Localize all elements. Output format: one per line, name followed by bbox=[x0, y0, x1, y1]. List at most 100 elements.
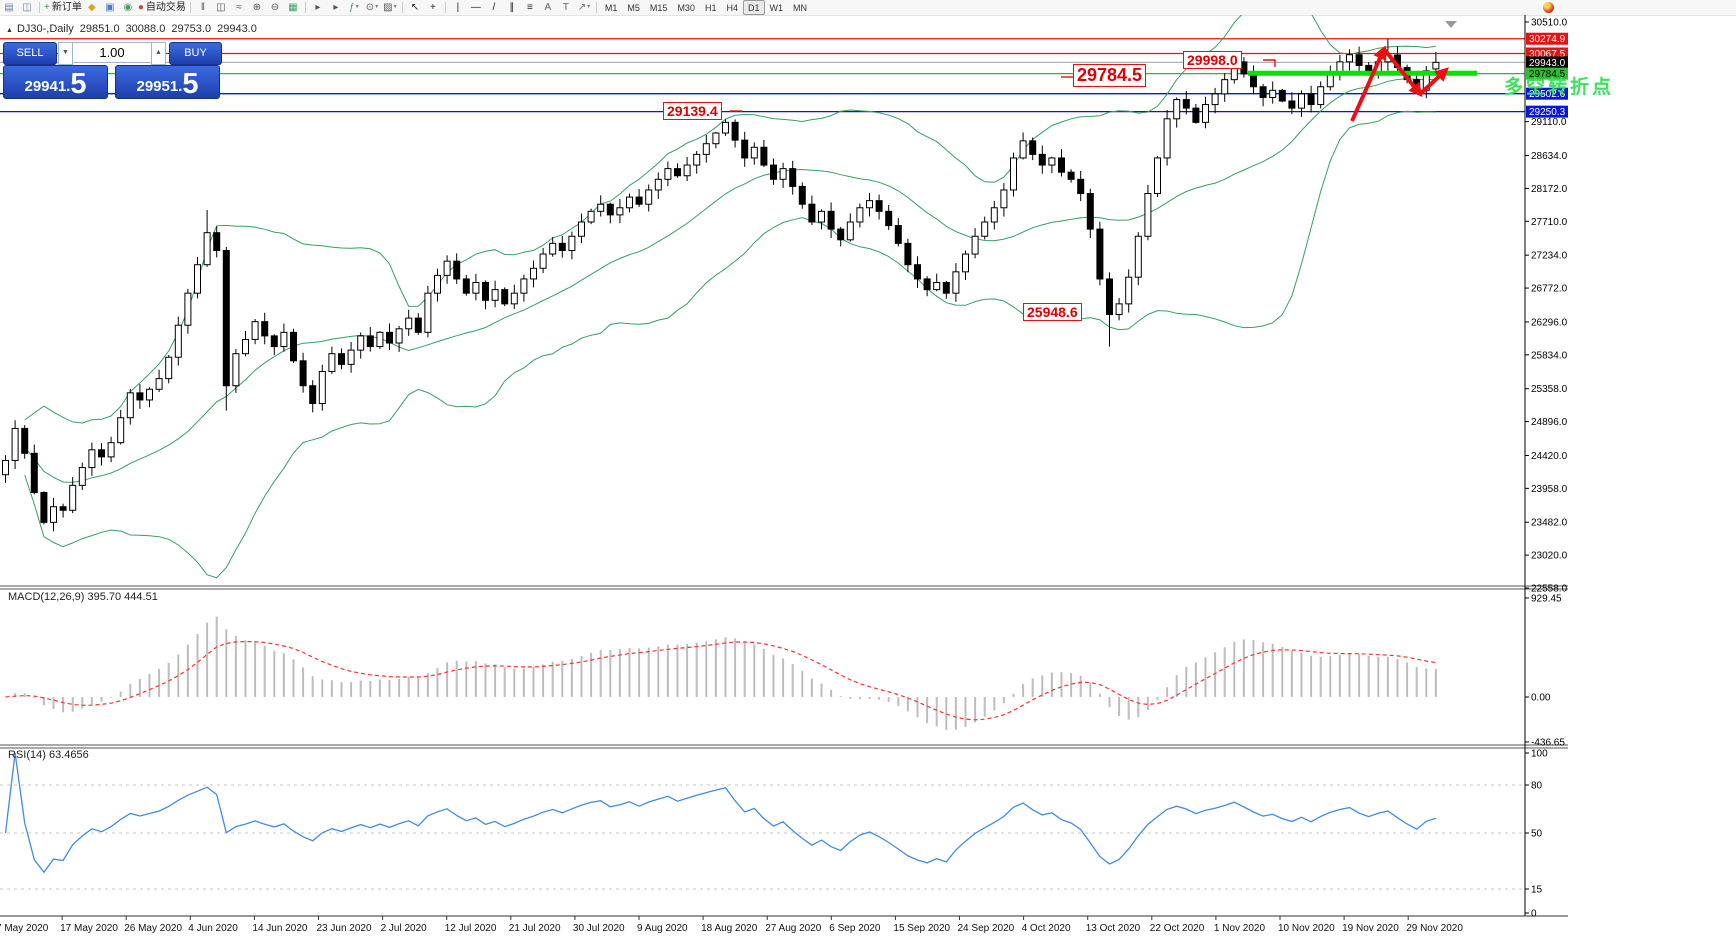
price-annotation[interactable]: 25948.6 bbox=[1023, 303, 1082, 321]
tile-windows-icon[interactable]: ▦ bbox=[288, 2, 298, 13]
svg-text:2 Jul 2020: 2 Jul 2020 bbox=[381, 923, 428, 934]
signals-icon[interactable]: ◉ bbox=[123, 2, 133, 13]
svg-text:21 Jul 2020: 21 Jul 2020 bbox=[509, 923, 561, 934]
timeframe-d1-button[interactable]: D1 bbox=[742, 0, 765, 15]
zigzag-arrow[interactable] bbox=[1418, 67, 1449, 96]
svg-text:29943.0: 29943.0 bbox=[1529, 58, 1566, 69]
candle-chart-icon[interactable]: ◫ bbox=[216, 2, 226, 13]
price-annotation[interactable]: 29139.4 bbox=[663, 102, 722, 120]
pane-separators[interactable] bbox=[0, 15, 1568, 917]
time-axis[interactable]: 7 May 2020 17 May 2020 26 May 2020 4 Jun 20… bbox=[0, 916, 1463, 934]
auto-scroll-icon[interactable]: ▸ bbox=[315, 2, 321, 13]
note-text[interactable]: 多空转折点 bbox=[1504, 77, 1615, 98]
svg-text:24 Sep 2020: 24 Sep 2020 bbox=[958, 923, 1015, 934]
fibonacci-icon[interactable]: ≡ bbox=[526, 2, 533, 13]
buy-button[interactable]: BUY bbox=[169, 42, 222, 65]
symbol-name: DJ30-,Daily bbox=[16, 23, 74, 35]
svg-text:12 Jul 2020: 12 Jul 2020 bbox=[445, 923, 497, 934]
candles-layer[interactable] bbox=[2, 38, 1440, 532]
price-scale[interactable]: 30510.0 29110.0 28634.0 28172.0 27710.0 27234… bbox=[1525, 18, 1568, 595]
indicators-icon[interactable]: ƒ ▾ bbox=[349, 2, 359, 13]
horizontal-price-lines[interactable] bbox=[0, 38, 1525, 113]
timeframe-h1-button[interactable]: H1 bbox=[704, 2, 717, 13]
svg-text:23958.0: 23958.0 bbox=[1531, 484, 1568, 495]
trendline-icon[interactable]: / bbox=[492, 2, 496, 13]
line-chart-icon[interactable]: ≈ bbox=[236, 2, 242, 13]
volume-input[interactable]: 1.00 bbox=[72, 42, 152, 63]
zigzag-arrow[interactable] bbox=[1350, 45, 1387, 122]
svg-text:30067.5: 30067.5 bbox=[1529, 49, 1566, 60]
new-chart-icon[interactable]: ▤ bbox=[4, 2, 14, 13]
price-annotation[interactable]: 29998.0 bbox=[1183, 51, 1242, 69]
metaeditor-icon[interactable]: ◆ bbox=[87, 2, 96, 13]
collapse-chart-icon[interactable]: ▲ bbox=[6, 27, 13, 34]
svg-text:27 Aug 2020: 27 Aug 2020 bbox=[765, 923, 822, 934]
buy-price-panel[interactable]: 29951. 5 bbox=[115, 65, 220, 99]
volume-increase-button[interactable]: ▲ bbox=[151, 42, 166, 65]
svg-text:0.00: 0.00 bbox=[1531, 693, 1551, 704]
timeframe-m15-button[interactable]: M15 bbox=[649, 2, 668, 13]
chart-shift-marker[interactable] bbox=[1445, 21, 1457, 28]
profile-icon[interactable]: ◫ bbox=[22, 2, 32, 13]
svg-text:24420.0: 24420.0 bbox=[1531, 451, 1568, 462]
market-watch-icon[interactable]: ▣ bbox=[105, 2, 115, 13]
svg-text:4 Oct 2020: 4 Oct 2020 bbox=[1022, 923, 1071, 934]
crosshair-icon[interactable]: + bbox=[429, 2, 436, 13]
svg-text:7 May 2020: 7 May 2020 bbox=[0, 923, 49, 934]
svg-text:929.45: 929.45 bbox=[1531, 594, 1562, 605]
svg-text:15: 15 bbox=[1531, 885, 1543, 896]
chart-canvas[interactable]: 30510.0 29110.0 28634.0 28172.0 27710.0 27234… bbox=[0, 15, 1736, 942]
equidistant-channel-icon[interactable]: ∥ bbox=[509, 2, 515, 13]
svg-text:19 Nov 2020: 19 Nov 2020 bbox=[1342, 923, 1399, 934]
svg-text:22558.0: 22558.0 bbox=[1531, 584, 1568, 595]
svg-text:4 Jun 2020: 4 Jun 2020 bbox=[188, 923, 238, 934]
zigzag-arrow[interactable] bbox=[1382, 47, 1423, 98]
drawn-objects[interactable] bbox=[730, 21, 1477, 122]
toolbar-separator bbox=[304, 2, 306, 13]
volume-decrease-button[interactable]: ▼ bbox=[58, 42, 73, 65]
periods-icon[interactable]: ⊙ ▾ bbox=[365, 2, 379, 13]
svg-text:0: 0 bbox=[1531, 909, 1537, 920]
templates-icon[interactable]: ▨ ▾ bbox=[383, 2, 397, 13]
new-order-icon[interactable]: + 新订单 bbox=[44, 2, 82, 13]
toolbar-separator bbox=[189, 2, 191, 13]
svg-text:9 Aug 2020: 9 Aug 2020 bbox=[637, 923, 688, 934]
ohlc-close: 29943.0 bbox=[217, 23, 257, 35]
svg-text:6 Sep 2020: 6 Sep 2020 bbox=[829, 923, 881, 934]
timeframe-h4-button[interactable]: H4 bbox=[726, 2, 738, 13]
svg-text:29 Nov 2020: 29 Nov 2020 bbox=[1406, 923, 1463, 934]
text-icon[interactable]: A bbox=[544, 2, 552, 13]
timeframe-m1-button[interactable]: M1 bbox=[604, 2, 618, 13]
zoom-in-icon[interactable]: ⊕ bbox=[252, 2, 262, 13]
price-annotation[interactable]: 29784.5 bbox=[1073, 64, 1147, 87]
bar-chart-icon[interactable]: ‖ bbox=[200, 2, 205, 13]
sell-price-panel[interactable]: 29941. 5 bbox=[3, 65, 108, 99]
timeframe-m5-button[interactable]: M5 bbox=[627, 2, 640, 13]
chart-shift-icon[interactable]: ▸ bbox=[333, 2, 339, 13]
vertical-line-icon[interactable]: | bbox=[456, 2, 460, 13]
svg-text:29502.6: 29502.6 bbox=[1529, 89, 1566, 100]
rsi-line[interactable] bbox=[4, 752, 1437, 874]
autotrading-icon[interactable]: ● 自动交易 bbox=[137, 2, 186, 13]
svg-text:23 Jun 2020: 23 Jun 2020 bbox=[317, 923, 372, 934]
macd-histogram[interactable] bbox=[6, 616, 1437, 730]
zoom-out-icon[interactable]: ⊖ bbox=[270, 2, 280, 13]
svg-text:26296.0: 26296.0 bbox=[1531, 317, 1568, 328]
svg-text:14 Jun 2020: 14 Jun 2020 bbox=[252, 923, 307, 934]
svg-text:30274.9: 30274.9 bbox=[1529, 34, 1566, 45]
chart-window[interactable]: 30510.0 29110.0 28634.0 28172.0 27710.0 27234… bbox=[0, 15, 1736, 942]
horizontal-line-icon[interactable]: — bbox=[470, 2, 481, 13]
timeframe-w1-button[interactable]: W1 bbox=[769, 2, 784, 13]
svg-text:29110.0: 29110.0 bbox=[1531, 117, 1567, 128]
timeframe-m30-button[interactable]: M30 bbox=[677, 2, 695, 13]
arrows-icon[interactable]: ↗ ▾ bbox=[577, 2, 591, 13]
timeframe-mn-button[interactable]: MN bbox=[793, 2, 807, 13]
svg-text:29250.3: 29250.3 bbox=[1529, 107, 1566, 118]
cursor-icon[interactable]: ↖ bbox=[410, 2, 420, 13]
macd-signal-line[interactable] bbox=[5, 640, 1436, 721]
community-icon[interactable] bbox=[1543, 2, 1554, 13]
sell-button[interactable]: SELL bbox=[3, 42, 57, 65]
text-label-icon[interactable]: T bbox=[562, 2, 569, 13]
one-click-trading-widget[interactable]: SELL ▼ 1.00 ▲ BUY 29941. 5 29951. 5 bbox=[3, 42, 222, 101]
svg-text:22 Oct 2020: 22 Oct 2020 bbox=[1150, 923, 1205, 934]
